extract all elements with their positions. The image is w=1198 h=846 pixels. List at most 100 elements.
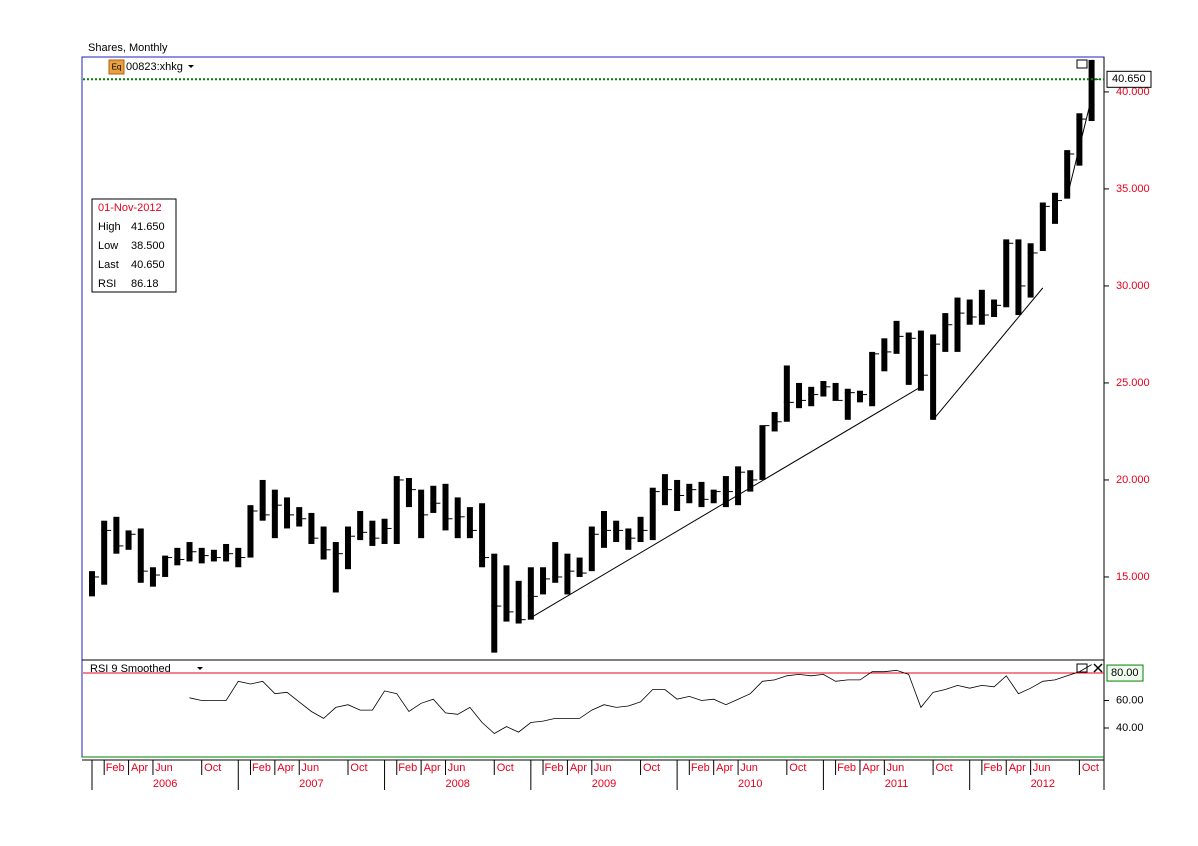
ohlc-bar	[405, 478, 412, 508]
ohlc-bar	[978, 289, 985, 325]
ohlc-bar	[869, 351, 876, 407]
x-tick-label: Feb	[545, 762, 564, 774]
info-value: 41.650	[131, 221, 165, 233]
ohlc-bar	[89, 571, 95, 597]
x-tick-label: Apr	[131, 762, 148, 774]
x-tick-label: Apr	[424, 762, 441, 774]
x-tick-label: Jun	[448, 762, 466, 774]
year-label: 2010	[738, 778, 762, 790]
ohlc-bar	[527, 567, 534, 620]
symbol[interactable]: 00823:xhkg	[126, 61, 183, 73]
ohlc-bar	[600, 510, 607, 548]
ohlc-bar	[832, 382, 839, 401]
ohlc-bar	[930, 334, 937, 420]
info-label: High	[98, 221, 121, 233]
ohlc-bar	[576, 557, 583, 577]
ohlc-bar	[917, 330, 924, 391]
close[interactable]	[1093, 663, 1103, 673]
ohlc-bar	[320, 526, 327, 560]
ohlc-bar	[284, 497, 291, 529]
ohlc-bar	[820, 381, 827, 397]
ohlc-bar	[466, 507, 473, 539]
year-label: 2007	[299, 778, 323, 790]
rsi-title: RSI 9 Smoothed	[90, 663, 171, 675]
ohlc-bar	[381, 518, 388, 544]
x-tick-label: Feb	[106, 762, 125, 774]
ohlc-bar	[1003, 239, 1010, 308]
ohlc-bar	[344, 526, 351, 570]
x-tick-label: Jun	[301, 762, 319, 774]
x-tick-label: Jun	[740, 762, 758, 774]
year-label: 2008	[445, 778, 469, 790]
ohlc-bar	[710, 489, 717, 504]
ohlc-bar	[308, 512, 315, 544]
ohlc-bar	[162, 555, 169, 577]
ohlc-bar	[503, 565, 510, 622]
info-value: 38.500	[131, 240, 165, 252]
trendline	[1066, 97, 1093, 197]
rsi-line	[189, 664, 1092, 734]
x-tick-label: Apr	[570, 762, 587, 774]
x-tick-label: Apr	[716, 762, 733, 774]
ohlc-bar	[357, 510, 364, 541]
x-tick-label: Jun	[155, 762, 173, 774]
x-tick-label: Oct	[643, 762, 660, 774]
ohlc-bar	[893, 320, 900, 354]
ohlc-bar	[991, 299, 998, 317]
ohlc-bar	[515, 580, 522, 624]
y-tick-label: 40.00	[1116, 722, 1144, 734]
x-tick-label: Oct	[204, 762, 221, 774]
ohlc-bar	[881, 338, 888, 372]
ohlc-bar	[137, 528, 144, 583]
info-label: Last	[98, 259, 119, 271]
y-tick-label: 30.000	[1116, 280, 1150, 292]
level-label: 80.00	[1111, 667, 1139, 679]
trendline	[530, 386, 922, 619]
ohlc-bar	[1064, 150, 1071, 199]
ohlc-bar	[369, 520, 376, 546]
maximize[interactable]	[1076, 663, 1088, 673]
ohlc-bar	[296, 507, 303, 527]
ohlc-bar	[564, 553, 571, 595]
x-tick-label: Jun	[1033, 762, 1051, 774]
dropdown[interactable]	[197, 667, 203, 670]
ohlc-bar	[747, 470, 754, 492]
ohlc-bar	[808, 386, 815, 407]
info-value: 40.650	[131, 259, 165, 271]
ohlc-bar	[954, 297, 961, 352]
info-value: 86.18	[131, 278, 159, 290]
ohlc-bar	[844, 388, 851, 420]
ohlc-bar	[686, 483, 693, 504]
dropdown[interactable]	[188, 65, 194, 68]
ohlc-bar	[418, 489, 425, 539]
ohlc-bar	[1015, 239, 1022, 316]
trendline	[932, 287, 1044, 421]
year-label: 2006	[153, 778, 177, 790]
y-tick-label: 35.000	[1116, 183, 1150, 195]
ohlc-bar	[552, 542, 559, 583]
year-label: 2011	[885, 778, 909, 790]
ohlc-bar	[479, 503, 486, 568]
year-label: 2012	[1031, 778, 1055, 790]
level-box	[1106, 664, 1144, 682]
ohlc-bar	[430, 485, 437, 513]
x-tick-label: Oct	[1082, 762, 1099, 774]
ohlc-bar	[796, 382, 803, 409]
ohlc-bar	[1052, 192, 1059, 224]
info-label: Low	[98, 240, 118, 252]
ohlc-bar	[491, 553, 498, 653]
ohlc-bar	[1027, 243, 1034, 298]
ohlc-bar	[454, 497, 461, 539]
eq-badge[interactable]	[108, 59, 125, 75]
x-tick-label: Feb	[837, 762, 856, 774]
eq-badge-text: Eq	[112, 63, 122, 72]
y-tick-label: 25.000	[1116, 377, 1150, 389]
ohlc-bar	[649, 487, 656, 541]
ohlc-bar	[1088, 59, 1095, 122]
ohlc-bar	[223, 543, 230, 562]
x-tick-label: Oct	[936, 762, 953, 774]
ohlc-bar	[588, 526, 595, 572]
maximize[interactable]	[1076, 59, 1088, 69]
ohlc-bar	[125, 530, 132, 550]
ohlc-bar	[905, 332, 912, 385]
